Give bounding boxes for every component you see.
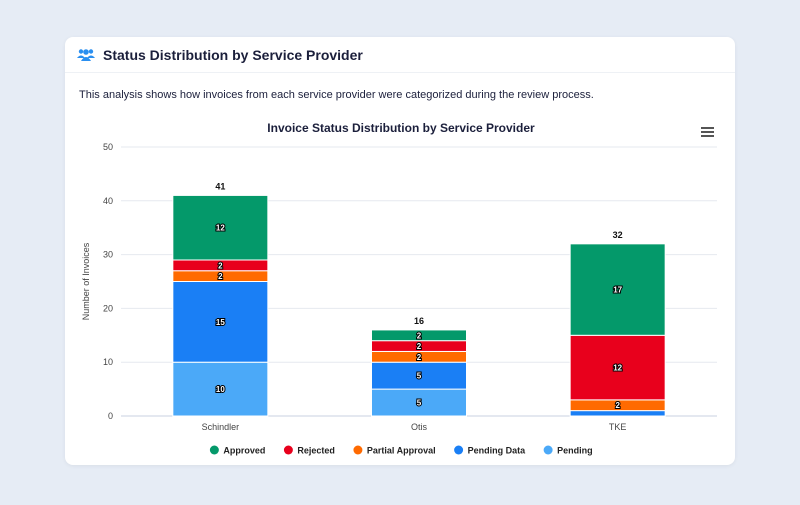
total-label: 32 [613, 230, 623, 240]
card-title: Status Distribution by Service Provider [103, 46, 363, 63]
data-label: 5 [417, 399, 422, 408]
chart-menu-icon[interactable] [701, 126, 714, 137]
chart-title: Invoice Status Distribution by Service P… [267, 121, 535, 135]
data-label: 10 [216, 385, 225, 394]
bar-segment [172, 281, 269, 363]
data-label: 2 [218, 261, 223, 270]
users-icon [77, 48, 95, 61]
legend-item: Pending Data [468, 446, 527, 456]
x-tick-label: Otis [411, 422, 428, 432]
card-header: Status Distribution by Service Provider [65, 37, 735, 73]
bar-segment [172, 194, 269, 261]
legend-marker [454, 445, 464, 455]
legend-marker [283, 445, 293, 455]
legend-item: Rejected [297, 446, 335, 456]
y-tick-label: 20 [103, 303, 113, 313]
data-label: 2 [615, 401, 620, 410]
legend-marker [543, 445, 553, 455]
bar-segment [172, 361, 269, 417]
data-label: 2 [417, 331, 422, 340]
total-label: 41 [215, 181, 225, 191]
data-label: 2 [417, 342, 422, 351]
total-label: 16 [414, 316, 424, 326]
legend-item: Partial Approval [367, 446, 436, 456]
bar-segment [371, 329, 467, 342]
data-label: 5 [417, 372, 422, 381]
data-label: 12 [216, 224, 225, 233]
x-tick-label: TKE [609, 422, 627, 432]
data-label: 2 [218, 272, 223, 281]
status-card: Status Distribution by Service Provider … [65, 37, 735, 465]
y-axis-label: Number of Invoices [81, 242, 91, 320]
data-label: 2 [417, 353, 422, 362]
description: This analysis shows how invoices from ea… [79, 89, 594, 101]
chart: Invoice Status Distribution by Service P… [81, 121, 717, 456]
bar-segment [371, 361, 467, 390]
y-tick-label: 50 [103, 142, 113, 152]
bar-segment [569, 243, 666, 336]
bar-segment [569, 334, 666, 401]
x-tick-label: Schindler [202, 422, 240, 432]
data-label: 12 [613, 364, 622, 373]
bar-segment [569, 410, 666, 417]
legend-marker [209, 445, 219, 455]
y-tick-label: 0 [108, 411, 113, 421]
y-tick-label: 30 [103, 250, 113, 260]
legend-item: Pending [557, 446, 593, 456]
legend-item: Approved [223, 446, 265, 456]
data-label: 17 [613, 286, 622, 295]
data-label: 15 [216, 318, 225, 327]
legend-marker [353, 445, 363, 455]
y-tick-label: 10 [103, 357, 113, 367]
y-tick-label: 40 [103, 196, 113, 206]
